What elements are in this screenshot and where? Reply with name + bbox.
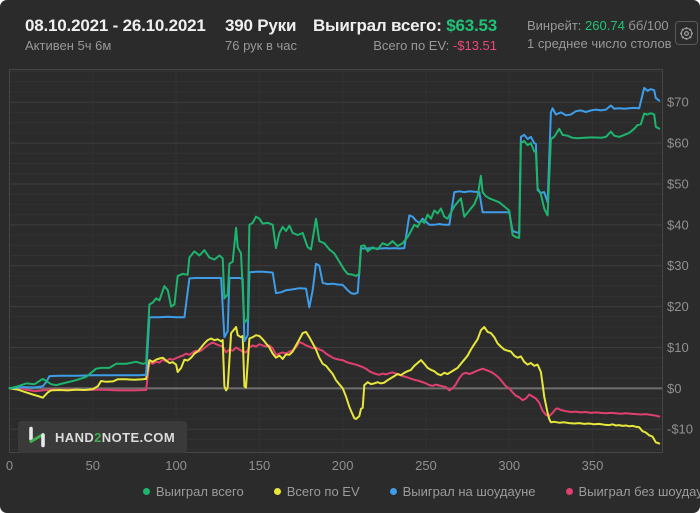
legend: Выиграл всего Всего по EV Выиграл на шоу… (0, 484, 700, 499)
date-range: 08.10.2021 - 26.10.2021 (25, 16, 206, 35)
svg-text:350: 350 (582, 458, 604, 473)
legend-dot-green (142, 488, 150, 495)
legend-dot-blue (389, 488, 397, 495)
legend-dot-pink (565, 488, 573, 495)
winrate-unit: бб/100 (628, 18, 669, 33)
legend-dot-yellow (273, 488, 281, 495)
settings-button[interactable] (675, 21, 698, 45)
svg-text:250: 250 (415, 458, 437, 473)
svg-text:$30: $30 (667, 258, 689, 273)
series-line (8, 341, 661, 418)
svg-text:100: 100 (165, 458, 187, 473)
winrate-block: Винрейт: 260.74 бб/100 1 среднее число с… (527, 17, 672, 53)
svg-text:$10: $10 (667, 340, 689, 355)
svg-text:$50: $50 (667, 176, 689, 191)
legend-item-won-showdown[interactable]: Выиграл на шоудауне (389, 484, 536, 499)
active-time: Активен 5ч 6м (25, 38, 112, 53)
svg-text:50: 50 (86, 458, 100, 473)
won-total-label: Выиграл всего: (312, 16, 442, 35)
legend-item-ev-total[interactable]: Всего по EV (273, 484, 360, 499)
x-axis-labels: 0 50 100 150 200 250 300 350 (6, 458, 604, 473)
svg-text:$0: $0 (667, 381, 681, 396)
winrate-label: Винрейт: (527, 18, 582, 33)
series-line (8, 326, 661, 445)
hands-per-hour: 76 рук в час (225, 38, 297, 53)
grid (9, 69, 663, 453)
hands-count: 390 Руки (225, 16, 297, 35)
hand2note-logo-text: HAND2NOTE.COM (55, 429, 176, 445)
hand2note-icon (29, 426, 45, 448)
svg-text:$40: $40 (667, 217, 689, 232)
ev-total-label: Всего по EV: (373, 38, 450, 53)
svg-text:200: 200 (332, 458, 354, 473)
legend-item-won-nonshowdown[interactable]: Выиграл без шоудауна (565, 484, 700, 499)
svg-text:300: 300 (498, 458, 520, 473)
series-line (8, 112, 661, 390)
plot-frame (9, 69, 663, 453)
legend-item-won-total[interactable]: Выиграл всего (142, 484, 244, 499)
ev-total-value: -$13.51 (452, 38, 497, 53)
winrate-value: 260.74 (585, 18, 625, 33)
hand2note-logo[interactable]: HAND2NOTE.COM (18, 421, 188, 453)
y-axis-labels: $70 $60 $50 $40 $30 $20 $10 $0 -$10 (667, 95, 693, 437)
svg-text:$60: $60 (667, 136, 689, 151)
svg-text:$20: $20 (667, 299, 689, 314)
svg-text:-$10: -$10 (667, 422, 693, 437)
won-total-block: Выиграл всего: $63.53 Всего по EV: -$13.… (313, 15, 497, 54)
svg-text:$70: $70 (667, 95, 689, 110)
won-total-value: $63.53 (446, 16, 497, 35)
svg-text:0: 0 (6, 458, 13, 473)
series-line (8, 86, 661, 390)
hands-block: 390 Руки 76 рук в час (225, 15, 297, 54)
date-range-block: 08.10.2021 - 26.10.2021 Активен 5ч 6м (25, 15, 206, 54)
avg-tables: 1 среднее число столов (527, 36, 672, 51)
svg-text:150: 150 (249, 458, 271, 473)
gear-icon (680, 26, 693, 40)
